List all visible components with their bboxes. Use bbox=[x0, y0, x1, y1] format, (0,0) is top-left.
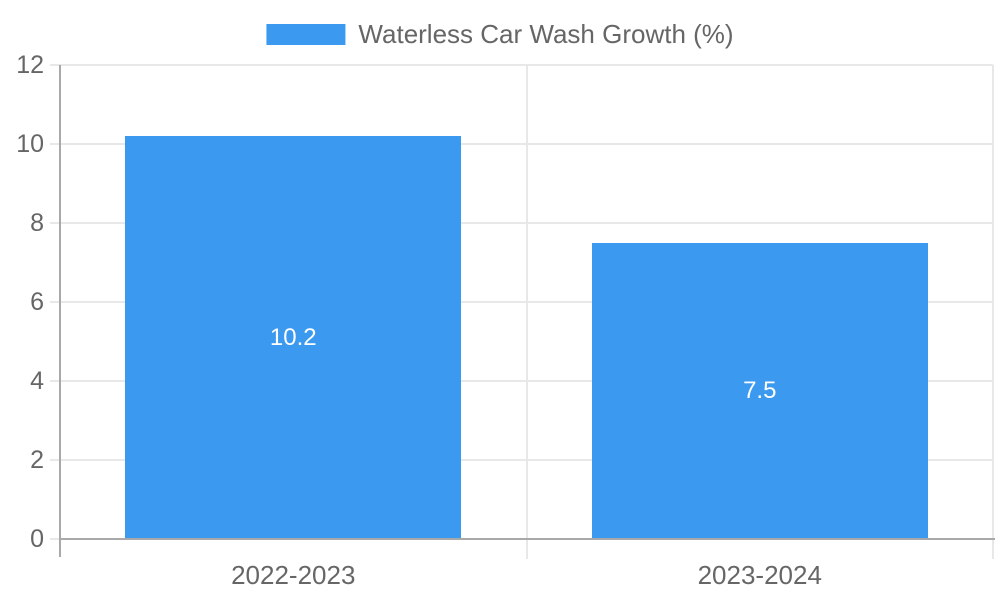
h-gridline bbox=[50, 222, 993, 224]
y-tick-label: 4 bbox=[30, 367, 44, 395]
zero-tick bbox=[50, 538, 60, 540]
h-gridline bbox=[50, 301, 993, 303]
bar-2023-2024[interactable] bbox=[591, 242, 928, 539]
bar-value-label: 7.5 bbox=[743, 376, 777, 404]
y-tick-label: 12 bbox=[16, 51, 44, 79]
bar-value-label: 10.2 bbox=[269, 323, 317, 351]
x-axis-line bbox=[60, 538, 995, 540]
x-tick-label: 2022-2023 bbox=[231, 560, 356, 590]
y-axis-line bbox=[59, 65, 61, 557]
y-tick-label: 10 bbox=[16, 130, 44, 158]
h-gridline bbox=[50, 380, 993, 382]
y-tick-label: 0 bbox=[30, 525, 44, 553]
v-gridline bbox=[525, 65, 528, 559]
legend-label: Waterless Car Wash Growth (%) bbox=[358, 19, 734, 49]
h-gridline bbox=[50, 143, 993, 145]
legend-swatch bbox=[266, 24, 346, 45]
chart-legend[interactable]: Waterless Car Wash Growth (%) bbox=[266, 19, 734, 50]
bar-2022-2023[interactable] bbox=[125, 136, 462, 539]
y-tick-label: 6 bbox=[30, 288, 44, 316]
v-gridline bbox=[992, 65, 994, 559]
y-tick-label: 8 bbox=[30, 209, 44, 237]
h-gridline bbox=[50, 459, 993, 461]
h-gridline bbox=[50, 64, 993, 66]
y-tick-label: 2 bbox=[30, 446, 44, 474]
x-tick-label: 2023-2024 bbox=[697, 560, 822, 590]
